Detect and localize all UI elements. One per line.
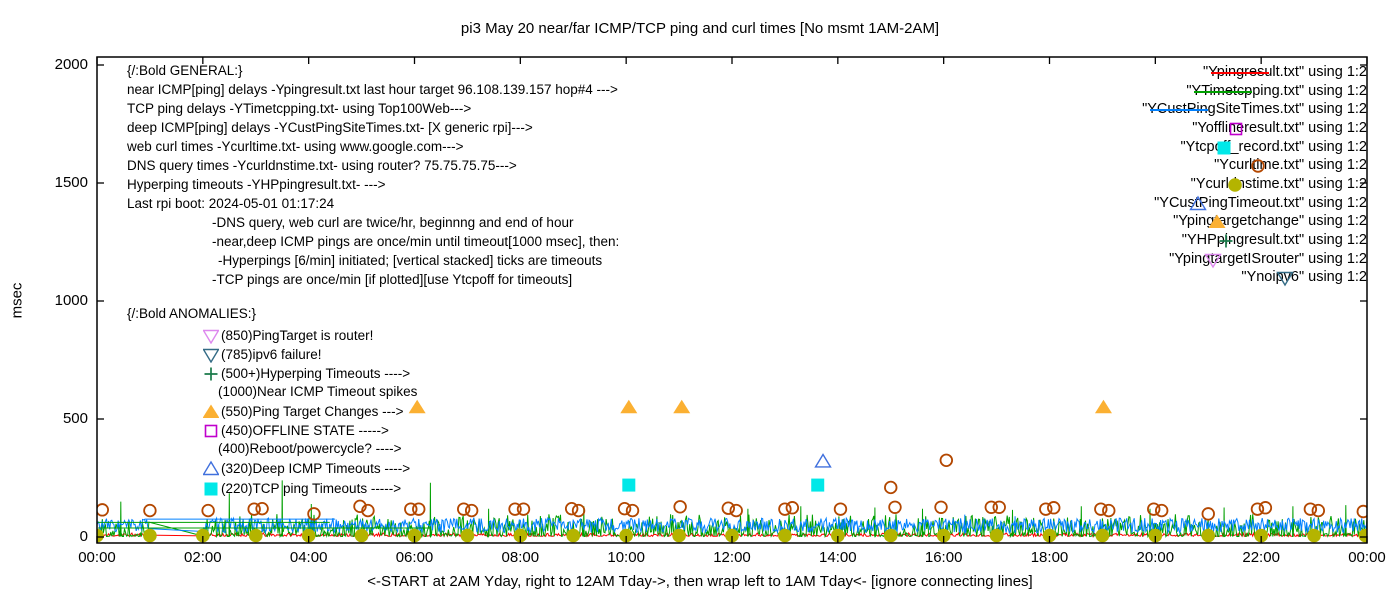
anomaly-annotation-line: (850)PingTarget is router!: [203, 327, 373, 344]
anomaly-annotation-text: (550)Ping Target Changes --->: [221, 404, 404, 419]
plot-area: [97, 399, 1367, 543]
y-tick-label: 500: [62, 410, 88, 427]
anomaly-annotation-line: (785)ipv6 failure!: [203, 346, 322, 363]
line-icon: [1150, 109, 1209, 112]
series-YCustPingTimeout.txt: [814, 453, 832, 468]
legend-item: "YpingtargetISrouter" using 1:2: [1169, 251, 1367, 268]
chart-title: pi3 May 20 near/far ICMP/TCP ping and cu…: [460, 20, 940, 37]
y-tick-label: 0: [79, 528, 88, 545]
anomaly-annotation-text: (400)Reboot/powercycle? ---->: [218, 441, 402, 456]
legend-item: "YCustPingSiteTimes.txt" using 1:2: [1142, 101, 1367, 117]
y-tick-label: 2000: [54, 56, 88, 73]
legend-item: "Ynoipv6" using 1:2: [1241, 269, 1367, 287]
x-tick-label: 14:00: [819, 549, 857, 566]
legend-item-label: "YTimetcpping.txt" using 1:2: [1186, 82, 1367, 99]
anomaly-annotation-line: (500+)Hyperping Timeouts ---->: [203, 365, 410, 382]
legend-item-label: "YCustPingTimeout.txt" using 1:2: [1154, 194, 1367, 211]
general-annotation-line: near ICMP[ping] delays -Ypingresult.txt …: [127, 82, 618, 97]
square-icon: [204, 482, 218, 496]
general-annotation-line: deep ICMP[ping] delays -YCustPingSiteTim…: [127, 120, 533, 135]
line-icon: [1194, 90, 1253, 93]
square-open-icon: [1229, 122, 1243, 136]
x-tick-label: 20:00: [1136, 549, 1175, 566]
y-tick-label: 1000: [54, 292, 88, 309]
anomaly-annotation-text: {/:Bold ANOMALIES:}: [127, 306, 257, 321]
axis-ticks: [96, 57, 1368, 543]
x-tick-label: 00:00: [78, 549, 116, 566]
legend-item: "Ypingresult.txt" using 1:2: [1203, 64, 1367, 80]
anomaly-annotation-text: (320)Deep ICMP Timeouts ---->: [221, 461, 411, 476]
anomaly-annotation-text: (1000)Near ICMP Timeout spikes: [218, 384, 418, 399]
anomaly-annotation-text: (450)OFFLINE STATE ----->: [221, 423, 389, 438]
circle-open-icon: [1251, 159, 1265, 173]
triangle-down-open-icon: [1204, 253, 1222, 268]
legend-item-label: "Ynoipv6" using 1:2: [1241, 269, 1367, 286]
legend-item: "Ycurltime.txt" using 1:2: [1214, 157, 1367, 173]
triangle-down-open-icon: [203, 348, 219, 363]
anomaly-annotation-line: (220)TCP ping Timeouts ----->: [203, 480, 401, 497]
anomaly-annotation-text: (220)TCP ping Timeouts ----->: [221, 481, 402, 496]
series-Ytcpoff_record.txt: [622, 478, 825, 492]
anomaly-annotation-text: (785)ipv6 failure!: [221, 347, 322, 362]
legend-item: "Ycurldnstime.txt" using 1:2: [1191, 176, 1367, 192]
square-open-icon: [204, 424, 218, 438]
legend-item-label: "YCustPingSiteTimes.txt" using 1:2: [1142, 101, 1367, 118]
noise-series-YCustPingSiteTimes.txt: [97, 514, 1367, 535]
anomaly-annotation-line: (320)Deep ICMP Timeouts ---->: [203, 460, 410, 477]
plus-icon: [204, 367, 218, 381]
circle-icon: [1227, 178, 1242, 192]
legend-item-label: "YHPpingresult.txt" using 1:2: [1181, 231, 1367, 248]
legend-item: "Ytcpoff_record.txt" using 1:2: [1180, 139, 1367, 155]
series-Ycurldnstime.txt: [97, 528, 1367, 543]
anomaly-annotation-line: (550)Ping Target Changes --->: [203, 403, 403, 420]
square-icon: [1217, 141, 1231, 155]
x-tick-label: 22:00: [1242, 549, 1280, 566]
x-tick-label: 00:00: [1348, 549, 1386, 566]
general-annotation-line: {/:Bold GENERAL:}: [127, 63, 243, 78]
y-tick-label: 1500: [54, 174, 88, 191]
general-annotation-line: Last rpi boot: 2024-05-01 01:17:24: [127, 196, 335, 211]
x-tick-label: 12:00: [713, 549, 751, 566]
general-annotation-line: DNS query times -Ycurldnstime.txt- using…: [127, 158, 517, 173]
series-Ycurltime.txt: [97, 453, 1367, 521]
general-annotation-line: -DNS query, web curl are twice/hr, begin…: [212, 215, 574, 230]
anomaly-annotation-line: (1000)Near ICMP Timeout spikes: [203, 384, 417, 399]
legend-item: "Ypingtargetchange" using 1:2: [1173, 213, 1367, 229]
x-tick-label: 16:00: [924, 549, 963, 566]
legend-item: "YTimetcpping.txt" using 1:2: [1186, 83, 1367, 99]
general-annotation-line: -Hyperpings [6/min] initiated; [vertical…: [218, 253, 603, 268]
triangle-down-open-icon: [203, 329, 219, 344]
triangle-up-open-icon: [203, 460, 219, 476]
triangle-up-icon: [203, 404, 219, 418]
triangle-up-icon: [1208, 214, 1226, 229]
triangle-up-open-icon: [1189, 195, 1207, 210]
legend-item: "YHPpingresult.txt" using 1:2: [1182, 232, 1367, 248]
line-icon: [1211, 72, 1270, 74]
x-tick-label: 06:00: [395, 549, 434, 566]
x-tick-label: 02:00: [184, 549, 222, 566]
anomaly-annotation-text: (850)PingTarget is router!: [221, 328, 374, 343]
x-tick-label: 04:00: [289, 549, 328, 566]
general-annotation-line: -near,deep ICMP pings are once/min until…: [212, 234, 620, 249]
anomaly-annotation-text: (500+)Hyperping Timeouts ---->: [221, 366, 411, 381]
series-Ypingtargetchange: [408, 399, 1112, 414]
general-annotation-line: TCP ping delays -YTimetcpping.txt- using…: [127, 101, 472, 116]
x-tick-label: 08:00: [501, 549, 540, 566]
triangle-down-open-icon: [1276, 271, 1295, 287]
anomaly-annotation-line: {/:Bold ANOMALIES:}: [127, 306, 256, 321]
legend-item: "Yofflineresult.txt" using 1:2: [1192, 120, 1367, 136]
legend-item-label: "Ypingresult.txt" using 1:2: [1203, 64, 1367, 80]
general-annotation-line: web curl times -Ycurltime.txt- using www…: [127, 139, 464, 154]
anomaly-annotation-line: (450)OFFLINE STATE ----->: [203, 422, 389, 439]
x-axis-label: <-START at 2AM Yday, right to 12AM Tday-…: [367, 573, 1033, 590]
anomaly-annotation-line: (400)Reboot/powercycle? ---->: [203, 441, 401, 456]
plus-icon: [1219, 234, 1233, 248]
legend-item: "YCustPingTimeout.txt" using 1:2: [1154, 195, 1367, 211]
x-tick-label: 18:00: [1030, 549, 1069, 566]
general-annotation-line: Hyperping timeouts -YHPpingresult.txt- -…: [127, 177, 386, 192]
x-tick-label: 10:00: [607, 549, 645, 566]
general-annotation-line: -TCP pings are once/min [if plotted][use…: [212, 272, 573, 287]
